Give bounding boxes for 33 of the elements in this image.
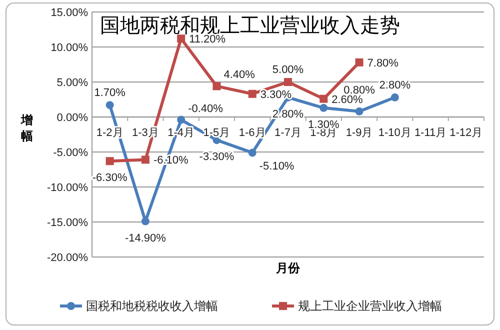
x-tick-label: 1-6月: [238, 127, 266, 139]
y-axis-title: 增幅: [20, 113, 33, 143]
data-label: 7.80%: [367, 57, 399, 70]
data-label: 2.60%: [332, 94, 364, 106]
y-tick-label: 5.00%: [56, 77, 88, 89]
legend-label: 国税和地税税收收入增幅: [86, 299, 218, 313]
data-label: 11.20%: [189, 34, 226, 46]
data-label: 3.30%: [260, 88, 292, 101]
y-tick-label: 10.00%: [50, 42, 88, 54]
data-label: -0.40%: [188, 102, 224, 115]
data-label: -6.30%: [92, 172, 128, 184]
y-tick-label: 15.00%: [50, 7, 88, 19]
data-label: -14.90%: [124, 232, 166, 244]
x-tick-label: 1-5月: [203, 127, 230, 139]
x-tick-label: 1-12月: [450, 127, 483, 139]
data-label: -5.10%: [259, 160, 294, 173]
y-tick-label: 0.00%: [56, 112, 88, 124]
y-tick-label: -20.00%: [47, 252, 88, 264]
y-tick-label: -10.00%: [47, 182, 88, 194]
data-label: 1.70%: [94, 87, 126, 100]
x-tick-label: 1-11月: [414, 127, 447, 139]
data-label: -3.30%: [199, 151, 234, 164]
y-tick-label: -15.00%: [47, 217, 88, 229]
y-tick-label: -5.00%: [53, 147, 88, 159]
data-label: 2.80%: [379, 79, 411, 92]
x-tick-label: 1-9月: [346, 127, 373, 139]
x-tick-label: 1-7月: [274, 127, 302, 139]
x-tick-label: 1-10月: [378, 127, 412, 139]
data-label: 5.00%: [272, 64, 304, 76]
x-axis-title: 月份: [275, 261, 301, 275]
data-label: 0.80%: [344, 84, 376, 96]
data-label: 4.40%: [224, 69, 256, 82]
legend-label: 规上工业企业营业收入增幅: [298, 299, 442, 313]
